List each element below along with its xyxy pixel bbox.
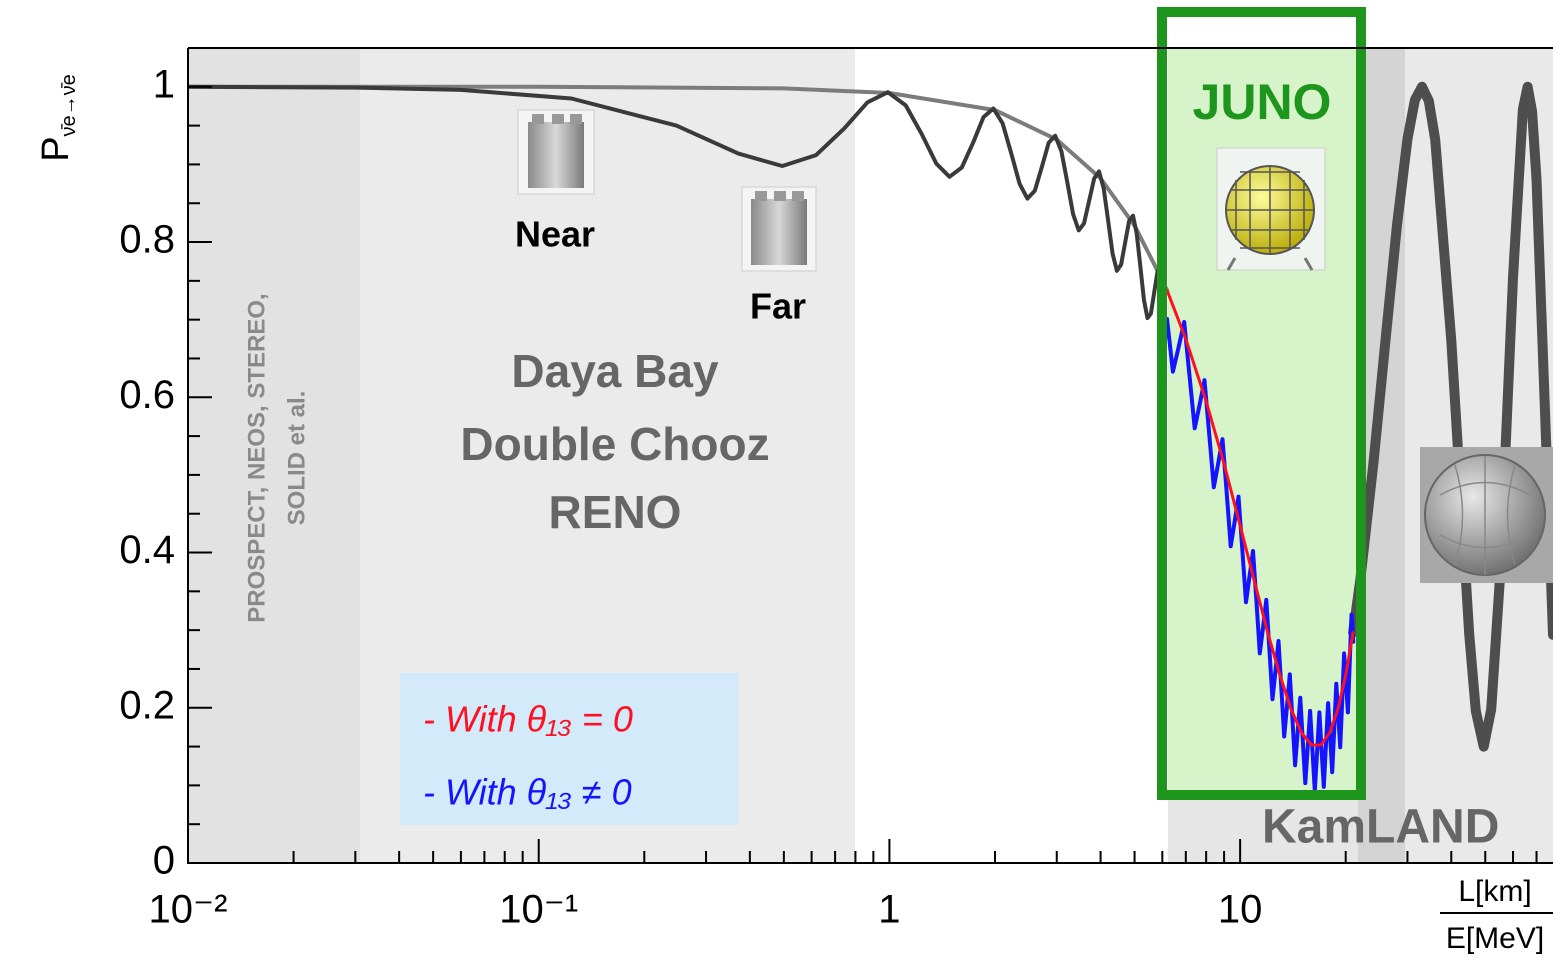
- annotation: KamLAND: [1262, 801, 1499, 854]
- x-axis-label: E[MeV]: [1446, 922, 1544, 955]
- x-tick-label: 10⁻²: [149, 888, 228, 932]
- y-axis-label-main: P: [35, 136, 77, 161]
- y-tick-label: 0.2: [119, 683, 175, 727]
- annotation: JUNO: [1193, 74, 1332, 130]
- y-tick-label: 0.6: [119, 373, 175, 417]
- series-line: [1165, 316, 1356, 793]
- legend-entry: - With θ₁₃ = 0: [423, 699, 633, 740]
- y-tick-label: 0: [153, 839, 175, 883]
- series-line: [1348, 81, 1553, 752]
- x-tick-label: 10⁻¹: [499, 888, 578, 932]
- annotation: Double Chooz: [460, 418, 769, 470]
- y-tick-label: 1: [153, 62, 175, 106]
- y-tick-label: 0.8: [119, 218, 175, 262]
- y-axis-label: Pν̄e→ν̄e: [35, 74, 80, 162]
- legend-box: [400, 673, 738, 825]
- x-axis-label: L[km]: [1458, 875, 1531, 908]
- juno-icon: [1216, 147, 1326, 271]
- x-tick-label: 1: [878, 888, 900, 932]
- annotation: Near: [515, 214, 595, 255]
- annotation: SOLID et al.: [283, 391, 310, 526]
- kamland-icon: [1420, 447, 1553, 583]
- legend-entry: - With θ₁₃ ≠ 0: [423, 772, 632, 813]
- x-tick-label: 10: [1218, 888, 1263, 932]
- y-tick-label: 0.4: [119, 528, 175, 572]
- annotation: Daya Bay: [511, 345, 719, 397]
- series-line: [188, 84, 1166, 321]
- near-icon: [517, 109, 595, 195]
- curves: [188, 81, 1553, 793]
- annotation: PROSPECT, NEOS, STEREO,: [243, 293, 270, 622]
- region-juno-low: [1168, 795, 1358, 863]
- series-line: [188, 84, 1170, 293]
- annotation: Far: [750, 286, 806, 327]
- far-icon: [741, 186, 817, 272]
- y-axis-label-sub: ν̄e→ν̄e: [58, 74, 80, 136]
- region-short: [188, 48, 360, 863]
- short-baseline-label: PROSPECT, NEOS, STEREO, SOLID et al.: [243, 293, 310, 622]
- annotation: RENO: [549, 486, 682, 538]
- juno-box: [1157, 7, 1366, 800]
- series-line: [1165, 289, 1355, 747]
